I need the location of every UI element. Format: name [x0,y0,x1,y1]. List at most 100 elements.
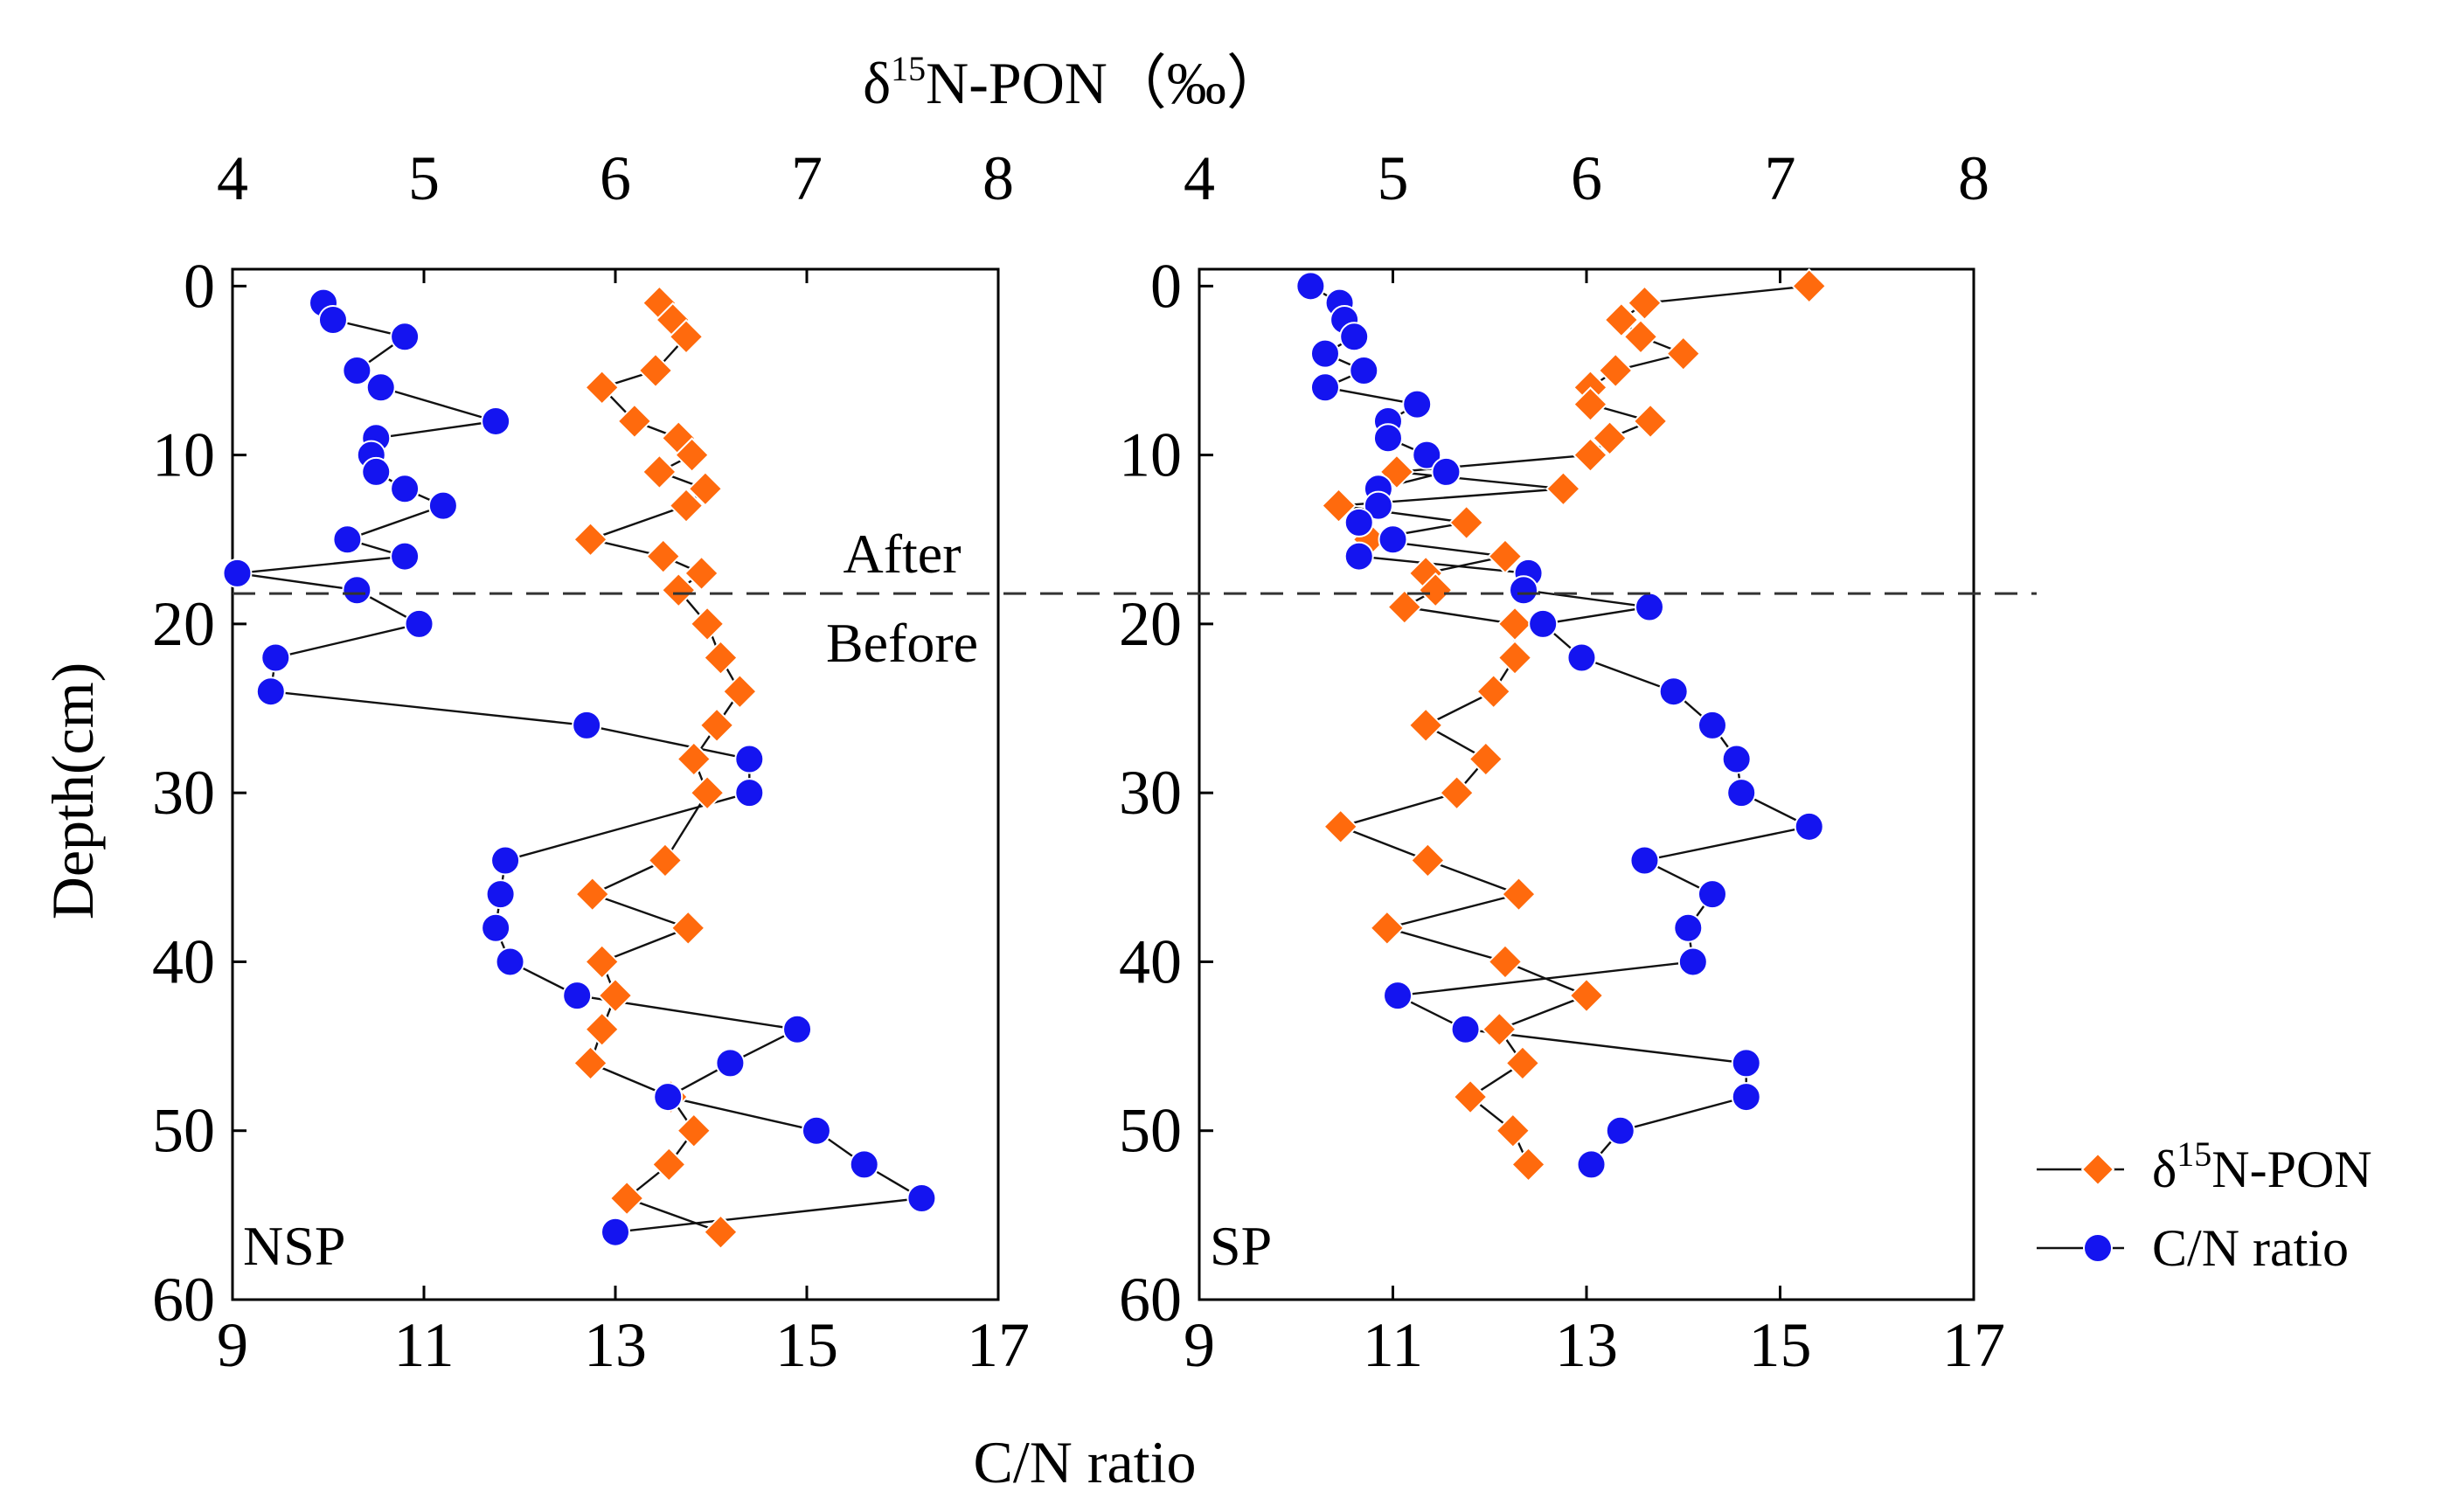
data-point-d15n [1323,808,1359,845]
data-point-d15n [1475,673,1512,710]
data-point-cn [601,1217,630,1247]
data-point-d15n [637,352,674,389]
data-point-cn [1726,778,1757,808]
data-point-d15n [684,555,719,592]
data-point-cn [490,845,521,876]
data-point-d15n [1439,774,1475,811]
data-point-d15n [1487,538,1524,574]
data-point-cn [782,1014,813,1044]
bottom-axis-title: C/N ratio [974,1429,1197,1495]
data-point-d15n [674,437,711,474]
data-point-cn [1343,541,1374,572]
data-point-d15n [689,774,726,811]
data-point-d15n [1481,1011,1517,1048]
data-point-d15n [584,369,621,406]
data-point-d15n [1510,1146,1546,1183]
data-point-cn [1629,845,1660,876]
bottom-x-tick-label: 15 [1749,1310,1812,1380]
data-point-cn [734,744,765,774]
data-point-d15n [1448,504,1485,541]
bottom-x-tick-label: 11 [393,1310,454,1380]
data-point-cn [485,879,516,910]
data-point-cn [1634,592,1664,622]
data-point-d15n [574,876,611,912]
y-tick-label: 20 [1119,589,1182,659]
data-point-d15n [1573,437,1608,474]
data-point-cn [1721,744,1752,774]
data-point-d15n [1468,741,1504,777]
top-x-tick-label: 7 [1765,143,1796,213]
data-point-d15n [584,944,621,980]
top-axis-title: δ15N-PON（‰） [863,49,1286,116]
data-point-cn [1372,423,1403,454]
data-point-cn [481,406,511,436]
bottom-x-tick-label: 13 [584,1310,647,1380]
data-point-d15n [1417,572,1454,608]
data-point-cn [1731,1082,1761,1113]
data-point-cn [481,912,511,943]
y-tick-label: 20 [152,589,215,659]
data-point-cn [1673,912,1704,943]
data-point-d15n [703,640,739,676]
data-point-cn [404,608,434,639]
data-point-cn [1576,1149,1607,1180]
data-point-d15n [1791,267,1828,304]
data-point-cn [906,1183,937,1214]
data-point-d15n [1386,589,1423,625]
panel-nsp: 0 10 20 30 40 50 60 4 5 6 7 8 9 11 13 15 17 NSP [152,143,1030,1380]
data-point-d15n [645,538,682,574]
data-point-d15n [660,572,697,608]
data-point-cn [317,304,348,335]
y-tick-label: 0 [1150,251,1182,321]
data-point-d15n [1545,470,1581,507]
legend-diamond-icon [2080,1152,2115,1187]
data-point-cn [390,541,420,572]
data-point-d15n [668,488,705,524]
data-point-d15n [1597,352,1634,389]
top-x-tick-label: 5 [1378,143,1409,213]
panel-sp: 0 10 20 30 40 50 60 4 5 6 7 8 9 11 13 15 17 SP [1119,143,2005,1380]
data-point-d15n [1622,318,1659,355]
data-point-d15n [1495,1113,1531,1149]
data-point-d15n [1409,843,1446,878]
data-point-cn [1697,710,1727,740]
data-point-d15n [1504,1044,1541,1081]
y-tick-label: 10 [1119,420,1182,490]
data-point-d15n [650,1146,687,1183]
top-x-tick-label: 5 [408,143,440,213]
data-point-cn [1509,575,1539,606]
data-point-cn [1731,1048,1761,1079]
data-point-d15n [1632,403,1669,440]
data-point-d15n [668,318,705,355]
data-point-cn [1528,608,1559,639]
data-point-cn [332,524,363,555]
data-point-cn [801,1115,831,1146]
data-point-d15n [689,606,726,642]
plot-frame [1198,267,1975,1301]
data-point-cn [849,1149,879,1180]
data-point-d15n [1496,606,1533,642]
data-point-d15n [721,673,758,710]
legend: δ15N-PON C/N ratio [2037,1134,2372,1277]
data-point-d15n [670,910,706,947]
data-point-cn [1450,1014,1481,1044]
y-tick-label: 30 [1119,758,1182,828]
y-tick-label: 0 [184,251,215,321]
data-point-cn [365,372,396,403]
data-point-d15n [616,403,653,440]
data-point-d15n [703,1214,739,1251]
data-point-cn [427,490,458,521]
data-point-d15n [1487,944,1524,980]
annotation-before: Before [826,612,978,674]
top-x-tick-label: 6 [1571,143,1602,213]
bottom-x-tick-label: 9 [1184,1310,1215,1380]
data-point-cn [1363,490,1393,521]
data-point-cn [1343,507,1374,538]
bottom-x-tick-label: 15 [775,1310,838,1380]
data-point-cn [1378,524,1408,555]
data-point-cn [572,710,602,740]
panel-label: NSP [243,1215,345,1277]
top-x-tick-label: 6 [600,143,631,213]
data-point-d15n [1501,876,1537,912]
